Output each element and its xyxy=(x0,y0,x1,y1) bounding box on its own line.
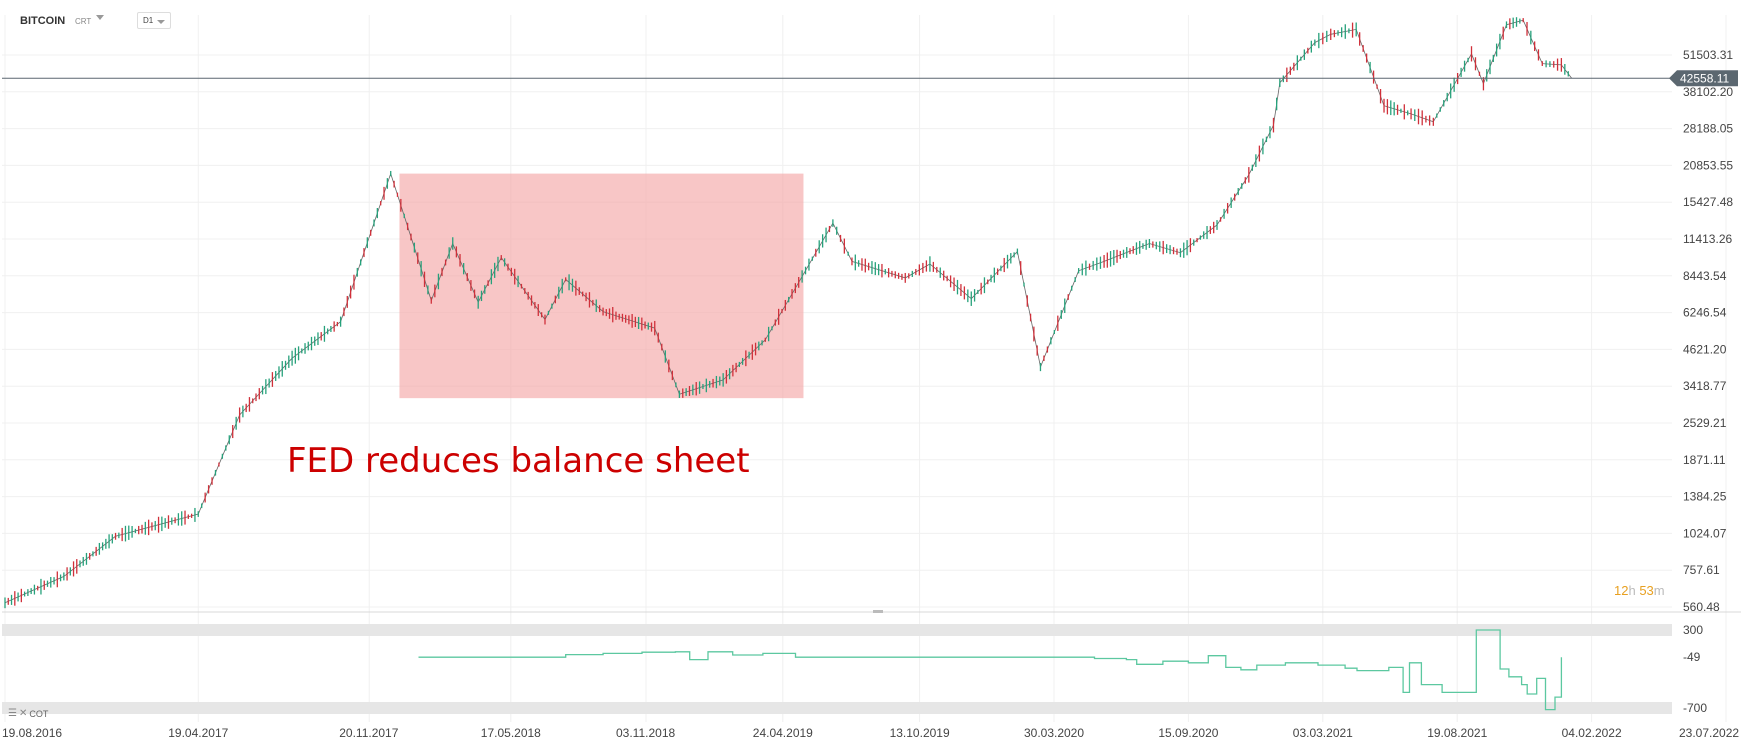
price-tick-label: 3418.77 xyxy=(1683,379,1727,393)
price-tick-label: 560.48 xyxy=(1683,600,1720,614)
chart-grid xyxy=(2,15,1741,722)
menu-icon[interactable]: ☰ xyxy=(8,708,17,719)
chevron-down-icon xyxy=(157,20,165,24)
price-tick-label: 757.61 xyxy=(1683,563,1720,577)
date-tick-label: 15.09.2020 xyxy=(1158,726,1218,740)
countdown-minutes-unit: m xyxy=(1653,583,1665,598)
price-tick-label: 1384.25 xyxy=(1683,490,1727,504)
price-axis: 51503.31 38102.20 28188.05 20853.55 15427.48… xyxy=(1683,48,1733,614)
timeframe-value: D1 xyxy=(143,16,154,25)
upper-band xyxy=(2,624,1672,636)
panel-resize-handle xyxy=(873,610,883,613)
current-price-value: 42558.11 xyxy=(1680,71,1729,85)
price-tick-label: 11413.26 xyxy=(1683,232,1732,246)
date-tick-label: 04.02.2022 xyxy=(1562,726,1622,740)
lower-band xyxy=(2,702,1672,714)
date-axis: 19.08.2016 19.04.2017 20.11.2017 17.05.2018… xyxy=(2,726,1739,740)
price-tick-label: 1871.11 xyxy=(1683,453,1726,467)
chart-annotation: FED reduces balance sheet xyxy=(287,441,750,481)
cot-indicator-panel: 300 -49 -700 xyxy=(2,623,1707,715)
current-price-tag-bg xyxy=(1669,70,1738,87)
price-candles xyxy=(4,17,1569,609)
date-tick-label: 19.04.2017 xyxy=(168,726,228,740)
price-tick-label: 28188.05 xyxy=(1683,122,1733,136)
date-tick-label: 19.08.2016 xyxy=(2,726,62,740)
close-icon[interactable]: ✕ xyxy=(18,708,28,719)
date-tick-label: 13.10.2019 xyxy=(890,726,950,740)
current-price-tag: 42558.11 xyxy=(1669,70,1738,87)
indicator-tick-label: 300 xyxy=(1683,623,1703,637)
price-tick-label: 8443.54 xyxy=(1683,269,1727,283)
indicator-label: ☰ ✕ COT xyxy=(8,708,48,719)
date-tick-label: 17.05.2018 xyxy=(481,726,541,740)
price-tick-label: 15427.48 xyxy=(1683,195,1733,209)
price-tick-label: 1024.07 xyxy=(1683,526,1727,540)
timeframe-select[interactable]: D1 xyxy=(137,12,171,29)
price-tick-label: 2529.21 xyxy=(1683,416,1727,430)
indicator-tick-label: -700 xyxy=(1683,701,1707,715)
indicator-name: COT xyxy=(29,708,49,719)
date-tick-label: 03.03.2021 xyxy=(1293,726,1353,740)
date-tick-label: 30.03.2020 xyxy=(1024,726,1084,740)
price-tick-label: 6246.54 xyxy=(1683,306,1727,320)
countdown-hours-unit: h xyxy=(1628,583,1636,598)
countdown-minutes: 53 xyxy=(1639,583,1654,598)
price-tick-label: 4621.20 xyxy=(1683,342,1727,356)
date-tick-label: 20.11.2017 xyxy=(339,726,398,740)
chevron-down-icon[interactable] xyxy=(96,15,104,20)
indicator-tick-label: -49 xyxy=(1683,650,1701,664)
price-tick-label: 20853.55 xyxy=(1683,158,1733,172)
date-tick-label: 03.11.2018 xyxy=(616,726,675,740)
date-tick-label: 23.07.2022 xyxy=(1679,726,1739,740)
date-tick-label: 19.08.2021 xyxy=(1427,726,1487,740)
date-tick-label: 24.04.2019 xyxy=(753,726,813,740)
balance-sheet-highlight xyxy=(399,173,804,399)
symbol-type[interactable]: CRT xyxy=(75,16,92,26)
candle-countdown: 12h 53m xyxy=(1614,583,1665,598)
price-tick-label: 38102.20 xyxy=(1683,85,1733,99)
price-tick-label: 51503.31 xyxy=(1683,48,1733,62)
countdown-hours: 12 xyxy=(1614,583,1629,598)
cot-line xyxy=(418,629,1563,711)
symbol-name[interactable]: BITCOIN xyxy=(20,15,66,27)
